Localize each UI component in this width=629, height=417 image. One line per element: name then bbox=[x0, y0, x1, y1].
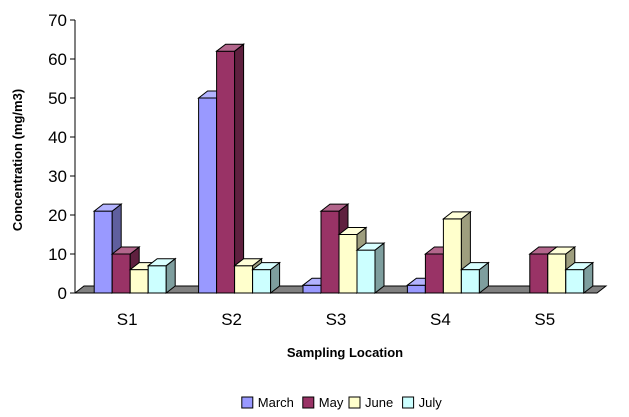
bar-top bbox=[110, 246, 141, 255]
bar-top bbox=[546, 246, 577, 255]
y-tick-label: 20 bbox=[48, 206, 67, 225]
y-axis: 0 10 20 30 40 50 60 70 bbox=[48, 11, 76, 303]
x-category-label: S3 bbox=[326, 310, 347, 329]
bar-top bbox=[92, 203, 123, 212]
bar-front bbox=[338, 234, 358, 294]
y-tick-label: 50 bbox=[48, 89, 67, 108]
x-category-label: S5 bbox=[534, 310, 555, 329]
bar-top bbox=[251, 262, 282, 271]
bar-top bbox=[355, 242, 386, 251]
bar bbox=[251, 261, 282, 295]
bar bbox=[92, 203, 123, 295]
legend-item: May bbox=[302, 395, 344, 410]
legend: March May June July bbox=[241, 395, 443, 410]
bar-top bbox=[337, 227, 368, 235]
bar-front bbox=[442, 218, 462, 294]
bars bbox=[92, 43, 595, 295]
bar-top bbox=[459, 262, 490, 271]
x-axis-categories: S1 S2 S3 S4 S5 bbox=[117, 310, 555, 329]
legend-swatch bbox=[302, 396, 315, 409]
bar bbox=[459, 261, 490, 295]
bar-front bbox=[406, 284, 426, 294]
bar-top bbox=[441, 211, 472, 220]
bar-front bbox=[234, 265, 254, 294]
bar-front bbox=[460, 269, 480, 294]
x-category-label: S4 bbox=[430, 310, 451, 329]
bar-front bbox=[356, 249, 376, 294]
x-category-label: S2 bbox=[221, 310, 242, 329]
legend-label: July bbox=[419, 395, 443, 410]
bar-front bbox=[111, 253, 131, 294]
y-tick-label: 0 bbox=[58, 284, 67, 303]
bar-front bbox=[147, 265, 167, 294]
legend-swatch bbox=[241, 396, 254, 409]
x-category-label: S1 bbox=[117, 310, 138, 329]
legend-item: July bbox=[402, 395, 443, 410]
bar-front bbox=[529, 253, 549, 294]
legend-swatch bbox=[348, 396, 361, 409]
bar-front bbox=[565, 269, 585, 294]
legend-swatch bbox=[402, 396, 415, 409]
bar-front bbox=[424, 253, 444, 294]
bar-front bbox=[198, 97, 218, 294]
bar bbox=[146, 257, 177, 295]
y-tick-label: 70 bbox=[48, 11, 67, 30]
bar-side bbox=[374, 242, 385, 295]
bar-top bbox=[564, 262, 595, 271]
y-axis-label: Concentration (mg/m3) bbox=[10, 89, 25, 231]
bar-front bbox=[93, 210, 113, 294]
bar-front bbox=[252, 269, 272, 294]
bar-side bbox=[234, 43, 245, 295]
bar-top bbox=[215, 43, 246, 52]
bar-front bbox=[547, 253, 567, 294]
legend-label: May bbox=[319, 395, 344, 410]
bar bbox=[355, 242, 386, 295]
legend-label: June bbox=[365, 395, 393, 410]
legend-item: March bbox=[241, 395, 294, 410]
bar-top bbox=[146, 258, 177, 267]
legend-label: March bbox=[258, 395, 294, 410]
bar bbox=[564, 261, 595, 295]
y-tick-label: 30 bbox=[48, 167, 67, 186]
bar bbox=[215, 43, 246, 295]
bar-front bbox=[302, 284, 322, 294]
y-tick-label: 40 bbox=[48, 128, 67, 147]
y-tick-label: 10 bbox=[48, 245, 67, 264]
bar-front bbox=[216, 50, 236, 294]
y-tick-label: 60 bbox=[48, 50, 67, 69]
bar-front bbox=[320, 210, 340, 294]
bar-top bbox=[319, 203, 350, 212]
bar-front bbox=[129, 269, 149, 294]
bar-top bbox=[233, 258, 264, 267]
x-axis-label: Sampling Location bbox=[287, 345, 403, 360]
legend-item: June bbox=[348, 395, 393, 410]
